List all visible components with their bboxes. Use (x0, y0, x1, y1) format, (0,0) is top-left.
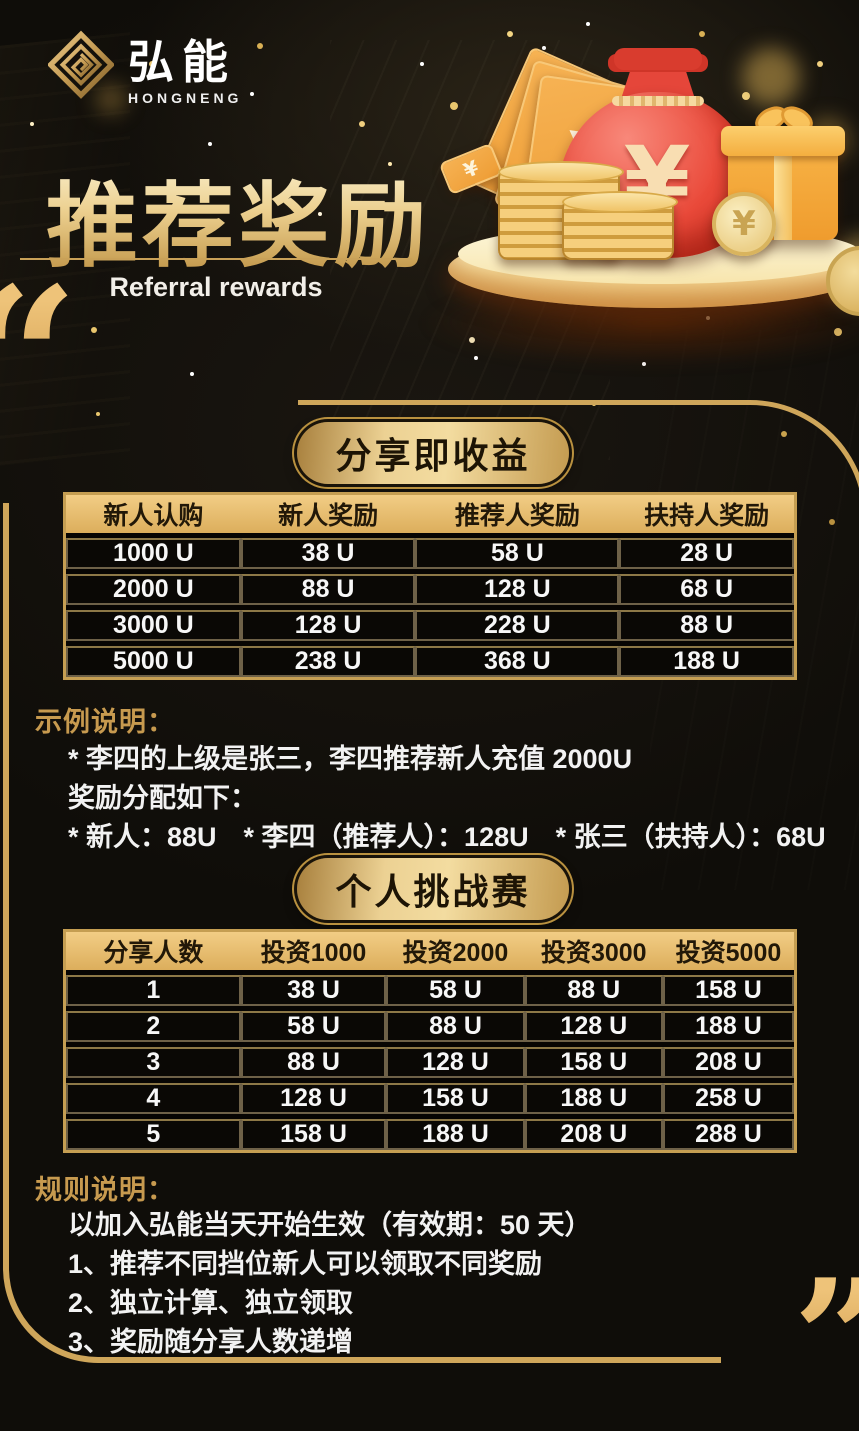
brand-name-cn: 弘能 (128, 36, 236, 88)
rule-line: 以加入弘能当天开始生效（有效期：50 天） (68, 1210, 592, 1240)
table-cell: 128 U (240, 610, 416, 641)
table-cell: 58 U (386, 975, 525, 1006)
column-header: 投资5000 (662, 932, 794, 970)
table-cell: 208 U (662, 1047, 794, 1078)
hongneng-logo-icon (48, 30, 114, 117)
table-cell: 158 U (386, 1083, 525, 1114)
table-cell: 188 U (619, 646, 794, 677)
table-cell: 128 U (386, 1047, 525, 1078)
table-cell: 5000 U (66, 646, 241, 677)
page-title: 推荐奖励 (46, 152, 430, 285)
table-cell: 158 U (662, 975, 794, 1006)
sparkles-decoration (0, 0, 4, 4)
table-cell: 368 U (415, 646, 620, 677)
rules-heading: 规则说明： (35, 1175, 175, 1205)
rule-line: 3、奖励随分享人数递增 (68, 1327, 354, 1357)
column-header: 投资3000 (524, 932, 663, 970)
table-cell: 2000 U (66, 574, 241, 605)
table-cell: 88 U (386, 1011, 525, 1042)
column-header: 投资2000 (386, 932, 525, 970)
table-cell: 188 U (524, 1083, 663, 1114)
coin-stack-icon (562, 191, 678, 260)
table-cell: 88 U (524, 975, 663, 1006)
table-cell: 128 U (524, 1011, 663, 1042)
table-cell: 288 U (662, 1119, 794, 1150)
table-cell: 88 U (240, 1047, 387, 1078)
brand-name-en: HONGNENG (128, 90, 243, 107)
table-cell: 88 U (240, 574, 416, 605)
table-cell: 88 U (619, 610, 794, 641)
column-header: 投资1000 (240, 932, 387, 970)
table-cell: 128 U (415, 574, 620, 605)
example-line: 奖励分配如下： (68, 783, 257, 813)
table-cell: 68 U (619, 574, 794, 605)
column-header: 分享人数 (66, 932, 241, 970)
open-quote-icon: “ (0, 262, 79, 458)
rule-line: 2、独立计算、独立领取 (68, 1288, 354, 1318)
rules-text: 以加入弘能当天开始生效（有效期：50 天） 1、推荐不同挡位新人可以领取不同奖励… (68, 1206, 592, 1362)
example-line: * 李四的上级是张三，李四推荐新人充值 2000U (68, 744, 633, 774)
bokeh-light (96, 84, 126, 114)
rule-line: 1、推荐不同挡位新人可以领取不同奖励 (68, 1249, 543, 1279)
table-cell: 58 U (415, 538, 620, 569)
brand-logo: 弘能 HONGNENG (48, 30, 242, 122)
page-subtitle: Referral rewards (109, 272, 323, 302)
column-header: 新人奖励 (240, 495, 416, 533)
bokeh-light (742, 48, 800, 106)
challenge-rewards-table: 分享人数 投资1000 投资2000 投资3000 投资5000 1 38 U … (63, 929, 797, 1153)
table-cell: 38 U (240, 975, 387, 1006)
table-cell: 158 U (524, 1047, 663, 1078)
table-cell: 208 U (524, 1119, 663, 1150)
table-cell: 128 U (240, 1083, 387, 1114)
section-badge-challenge: 个人挑战赛 (297, 858, 569, 920)
column-header: 扶持人奖励 (619, 495, 794, 533)
table-cell: 58 U (240, 1011, 387, 1042)
close-quote-icon: ” (793, 1258, 859, 1418)
table-cell: 1 (66, 975, 241, 1006)
table-cell: 1000 U (66, 538, 241, 569)
table-cell: 4 (66, 1083, 241, 1114)
section-badge-share: 分享即收益 (297, 422, 569, 484)
example-line: * 新人：88U * 李四（推荐人）：128U * 张三（扶持人）：68U (68, 822, 826, 852)
table-cell: 2 (66, 1011, 241, 1042)
example-heading: 示例说明： (35, 707, 175, 737)
table-cell: 188 U (662, 1011, 794, 1042)
title-divider (20, 258, 412, 260)
table-cell: 5 (66, 1119, 241, 1150)
column-header: 新人认购 (66, 495, 241, 533)
table-cell: 228 U (415, 610, 620, 641)
table-cell: 188 U (386, 1119, 525, 1150)
example-text: * 李四的上级是张三，李四推荐新人充值 2000U 奖励分配如下： * 新人：8… (68, 740, 826, 857)
table-cell: 3000 U (66, 610, 241, 641)
gold-coin-icon: ¥ (712, 192, 776, 256)
column-header: 推荐人奖励 (415, 495, 620, 533)
table-cell: 38 U (240, 538, 416, 569)
table-cell: 238 U (240, 646, 416, 677)
money-bag-tie (612, 96, 704, 106)
share-rewards-table: 新人认购 新人奖励 推荐人奖励 扶持人奖励 1000 U 38 U 58 U 2… (63, 492, 797, 680)
table-cell: 28 U (619, 538, 794, 569)
table-cell: 158 U (240, 1119, 387, 1150)
table-cell: 258 U (662, 1083, 794, 1114)
table-cell: 3 (66, 1047, 241, 1078)
money-bag-icon (614, 48, 702, 70)
